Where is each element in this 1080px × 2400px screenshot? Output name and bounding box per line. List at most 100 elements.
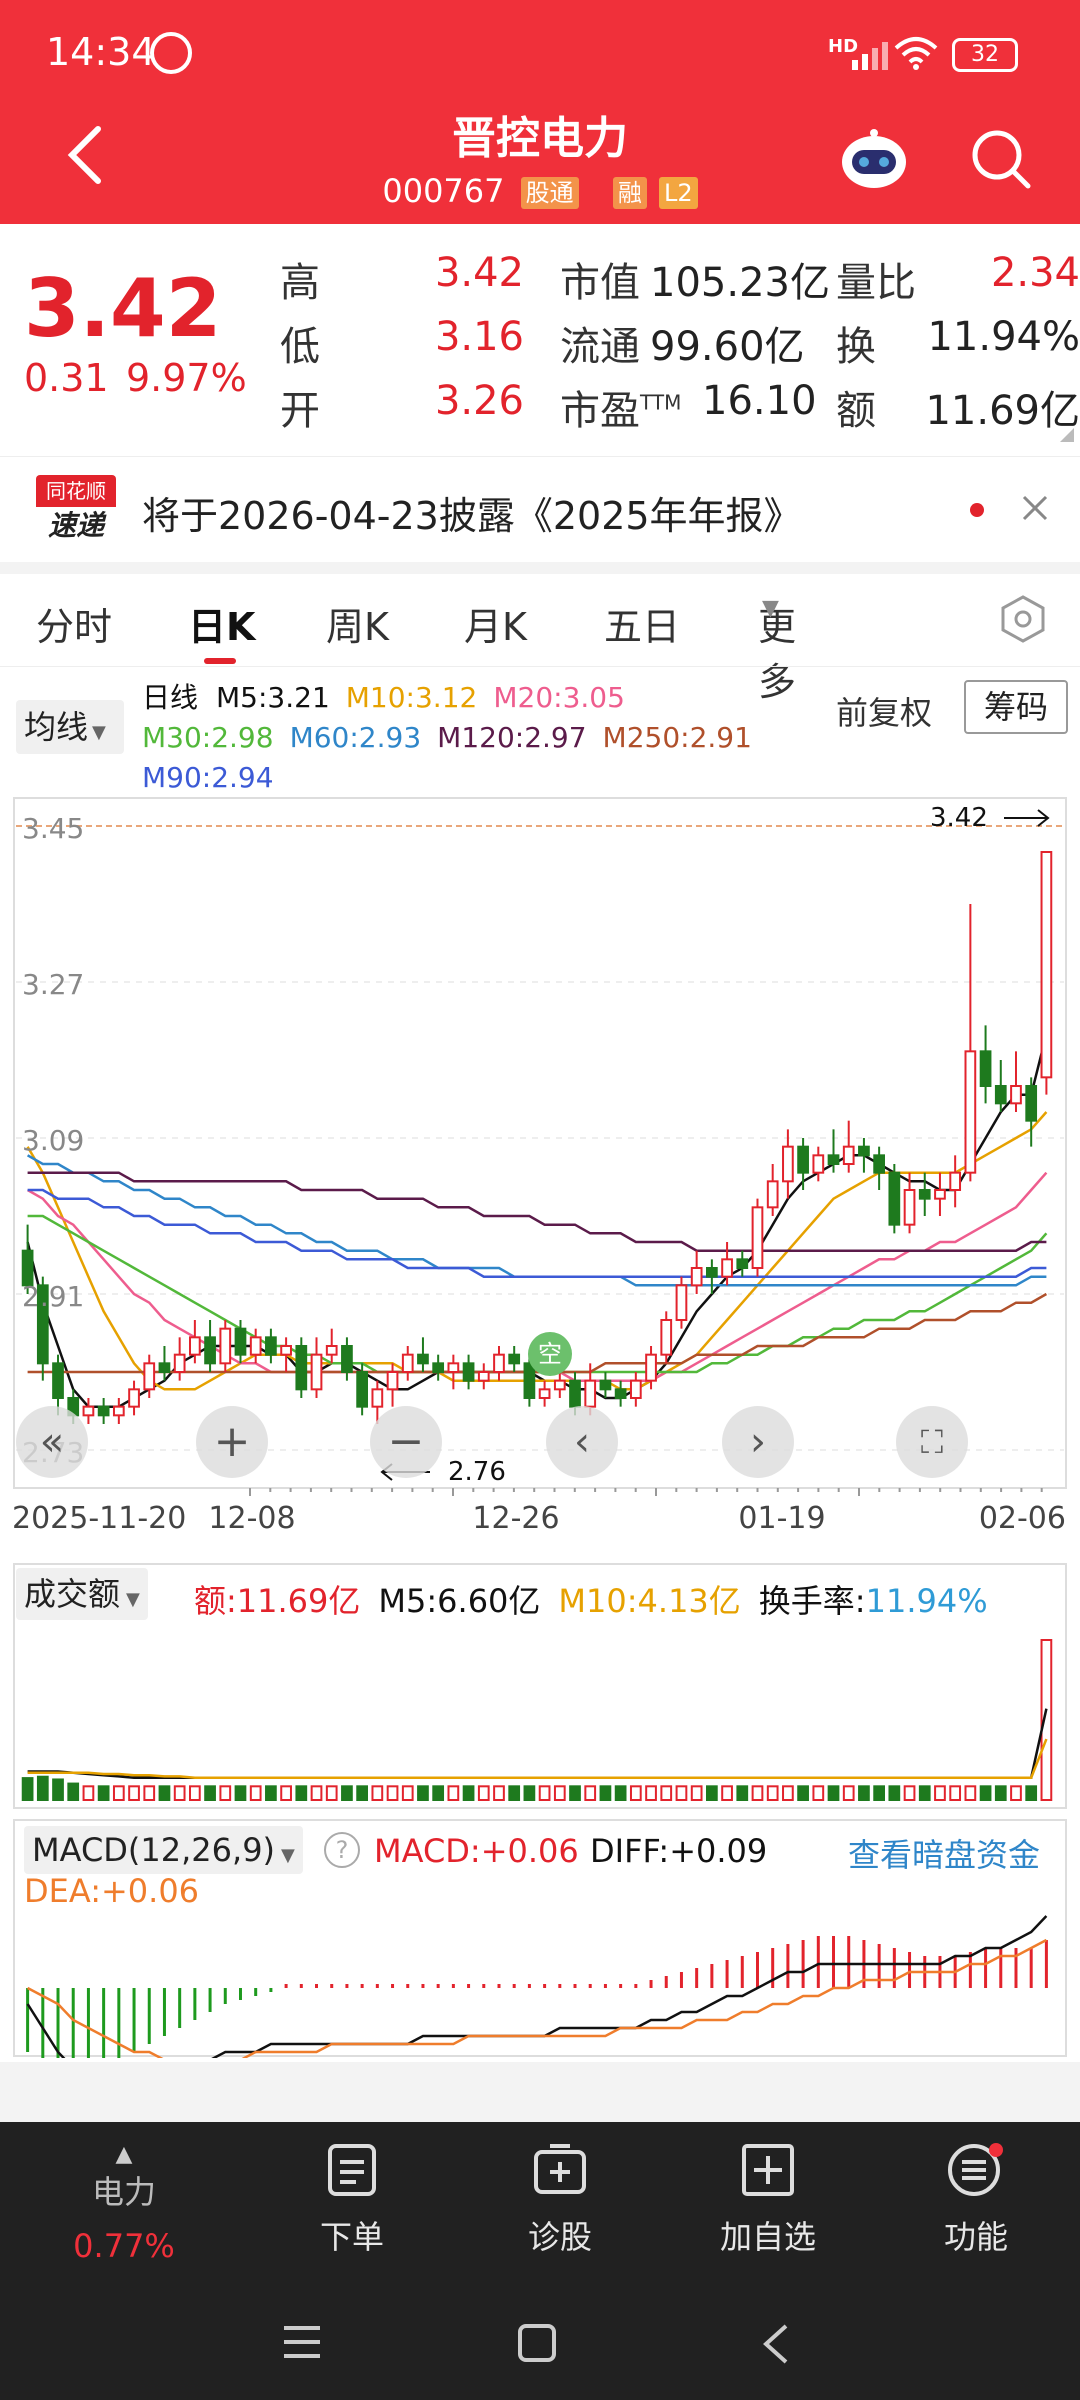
system-back-button[interactable] xyxy=(756,2322,796,2370)
x-tick-label: 12-26 xyxy=(472,1501,559,1536)
dark-pool-link[interactable]: 查看暗盘资金 xyxy=(848,1836,1041,1874)
volume-bar xyxy=(447,1785,460,1802)
candle xyxy=(310,1337,323,1398)
functions-label: 功能 xyxy=(943,2218,1008,2256)
candle xyxy=(675,1276,688,1329)
tag-rong: 融 xyxy=(612,177,647,209)
stat-value-open: 3.26 xyxy=(434,378,524,424)
sector-button[interactable]: ▲ 电力 0.77% xyxy=(44,2142,204,2265)
chevron-left-icon: ‹ xyxy=(574,1419,590,1465)
tab-daily-k[interactable]: 日K xyxy=(188,605,256,649)
candle xyxy=(660,1311,673,1364)
order-label: 下单 xyxy=(319,2218,384,2256)
volume-bar xyxy=(827,1785,840,1802)
back-button[interactable] xyxy=(56,120,116,190)
candle xyxy=(736,1250,749,1277)
volume-legend-amount: 额:11.69亿 xyxy=(194,1582,361,1620)
zoom-out-fast-button[interactable]: « xyxy=(16,1406,88,1478)
ma-legend-m30: M30:2.98 xyxy=(142,721,274,754)
volume-bar xyxy=(143,1785,156,1802)
chips-button[interactable]: 筹码 xyxy=(964,680,1068,734)
candle xyxy=(432,1354,445,1381)
short-signal-badge[interactable]: 空 xyxy=(528,1332,572,1376)
close-icon xyxy=(1022,495,1048,521)
volume-bar xyxy=(797,1785,809,1802)
ma-legend-m60: M60:2.93 xyxy=(289,721,422,754)
functions-button[interactable]: 功能 xyxy=(896,2142,1056,2258)
volume-bar xyxy=(812,1785,825,1802)
order-doc-icon xyxy=(328,2144,376,2196)
candle xyxy=(751,1198,764,1277)
notice-bar[interactable]: 同花顺 速递 将于2026-04-23披露《2025年年报》 xyxy=(0,456,1080,563)
expand-corner-icon[interactable] xyxy=(1060,428,1074,442)
high-arrow-icon xyxy=(1004,809,1050,827)
ma-line-m120 xyxy=(27,1171,1047,1252)
candle xyxy=(295,1337,308,1398)
chevron-down-icon: ▼ xyxy=(281,1845,295,1866)
tab-monthly-k[interactable]: 月K xyxy=(464,605,527,649)
volume-chart[interactable] xyxy=(0,1560,1080,1810)
volume-bar xyxy=(538,1785,551,1802)
active-tab-indicator xyxy=(204,658,236,664)
volume-indicator-selector[interactable]: 成交额 ▼ xyxy=(16,1568,148,1620)
order-button[interactable]: 下单 xyxy=(272,2142,432,2258)
tab-weekly-k[interactable]: 周K xyxy=(326,605,389,649)
stat-value-mktcap: 105.23亿 xyxy=(650,260,830,306)
status-time: 14:34 xyxy=(46,30,156,74)
notice-unread-dot xyxy=(970,503,984,517)
ma-indicator-selector[interactable]: 均线 ▼ xyxy=(16,700,124,754)
chart-settings-button[interactable] xyxy=(998,594,1048,648)
volume-bar xyxy=(158,1785,171,1802)
candle xyxy=(386,1363,399,1407)
stat-label-turnover: 换 xyxy=(836,324,876,370)
volume-bar xyxy=(295,1785,308,1802)
candle xyxy=(827,1129,840,1173)
candle xyxy=(614,1380,627,1407)
tab-five-day[interactable]: 五日 xyxy=(604,605,681,649)
volume-bar xyxy=(356,1785,368,1802)
home-square-icon xyxy=(518,2324,556,2362)
candle xyxy=(477,1363,490,1390)
help-icon[interactable]: ? xyxy=(324,1832,360,1868)
candle xyxy=(538,1380,551,1407)
macd-indicator-selector[interactable]: MACD(12,26,9) ▼ xyxy=(24,1826,303,1874)
notice-text: 将于2026-04-23披露《2025年年报》 xyxy=(142,494,802,538)
system-menu-button[interactable] xyxy=(280,2322,324,2366)
volume-bar xyxy=(736,1785,749,1802)
logo-bottom-text: 速递 xyxy=(47,509,104,542)
search-button[interactable] xyxy=(966,124,1036,194)
candle xyxy=(918,1172,931,1216)
adjust-mode[interactable]: 前复权 xyxy=(836,694,933,732)
prev-candle-button[interactable]: ‹ xyxy=(546,1406,618,1478)
candle xyxy=(112,1398,125,1424)
tab-intraday[interactable]: 分时 xyxy=(36,605,113,649)
candle xyxy=(949,1155,962,1208)
price-change-pct: 9.97% xyxy=(126,356,247,400)
next-candle-button[interactable]: › xyxy=(722,1406,794,1478)
zoom-in-button[interactable]: + xyxy=(196,1406,268,1478)
candle xyxy=(189,1320,201,1364)
network-type: HD xyxy=(828,36,859,57)
alarm-icon xyxy=(150,32,192,74)
macd-frame xyxy=(13,1819,1067,2057)
robot-assistant-button[interactable] xyxy=(838,124,910,196)
zoom-out-button[interactable]: − xyxy=(370,1406,442,1478)
volume-bar xyxy=(417,1785,429,1802)
candle xyxy=(249,1328,262,1364)
candle xyxy=(553,1372,566,1398)
diagnose-button[interactable]: 诊股 xyxy=(480,2142,640,2258)
candle xyxy=(97,1398,110,1424)
system-home-button[interactable] xyxy=(516,2322,560,2370)
ma-line-m10 xyxy=(26,1111,1048,1391)
volume-bar xyxy=(82,1785,95,1802)
macd-chart[interactable] xyxy=(0,1818,1080,2058)
candle xyxy=(888,1164,901,1234)
add-watchlist-button[interactable]: 加自选 xyxy=(688,2142,848,2258)
candle xyxy=(842,1120,855,1173)
macd-line-dea xyxy=(27,1938,1047,2058)
x-tick-label: 02-06 xyxy=(979,1501,1066,1536)
chevron-right-icon: › xyxy=(750,1419,766,1465)
fullscreen-button[interactable]: ⛶ xyxy=(896,1406,968,1478)
volume-bar xyxy=(614,1785,627,1802)
notice-close-button[interactable] xyxy=(1018,491,1052,529)
